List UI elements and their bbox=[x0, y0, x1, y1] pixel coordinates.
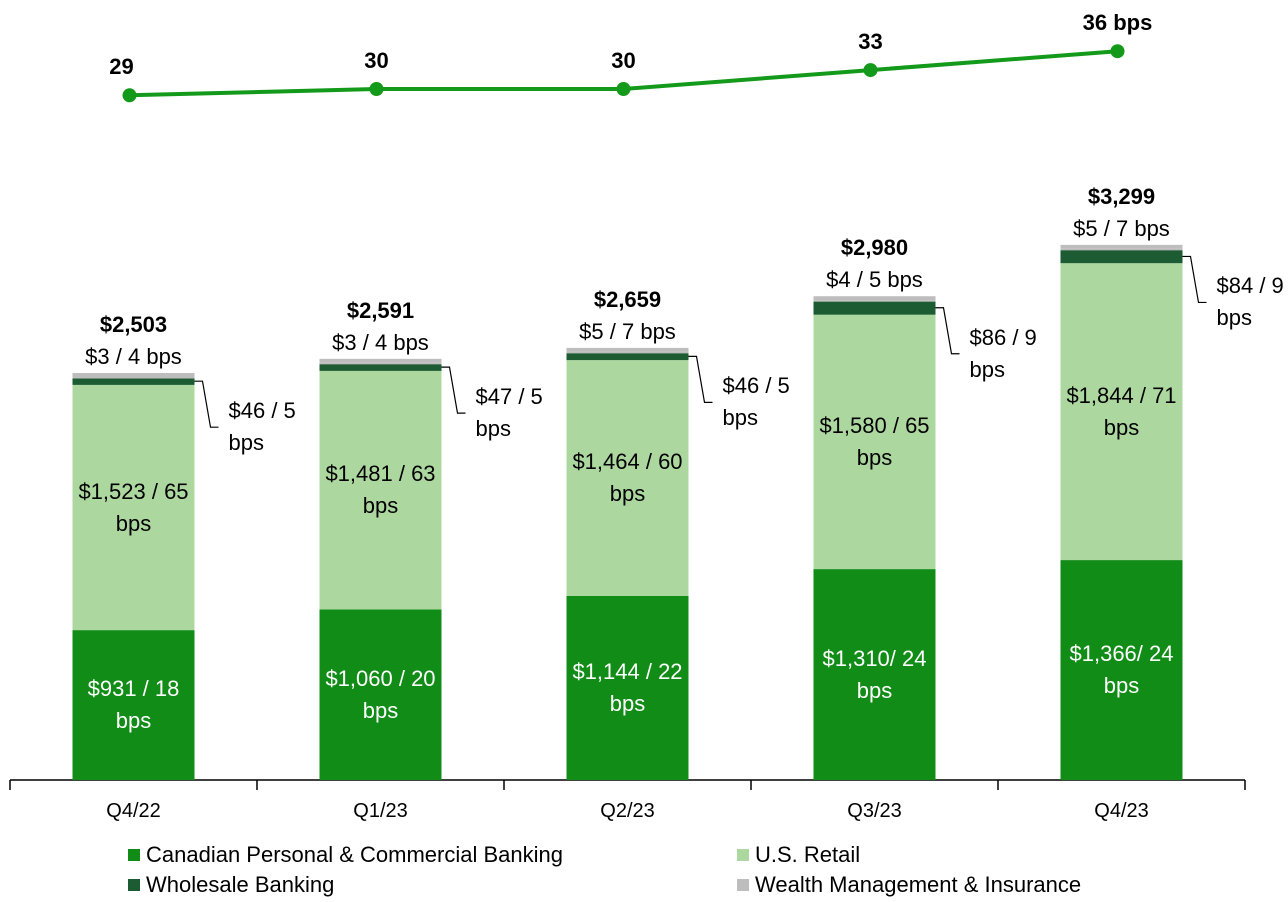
legend-item: U.S. Retail bbox=[737, 842, 860, 868]
leader-line bbox=[194, 380, 219, 428]
bar-segment bbox=[72, 377, 195, 385]
data-label: $84 / 9 bps bbox=[1216, 273, 1284, 331]
data-label: $4 / 5 bps bbox=[826, 267, 923, 293]
data-label: $46 / 5 bps bbox=[228, 398, 296, 456]
leader-line bbox=[935, 307, 960, 355]
bar-segment bbox=[813, 300, 936, 315]
data-label: $46 / 5 bps bbox=[722, 373, 790, 431]
data-label: $3 / 4 bps bbox=[85, 344, 182, 370]
legend-label: Wealth Management & Insurance bbox=[755, 872, 1082, 897]
line-point bbox=[122, 88, 137, 103]
data-label: $1,366/ 24 bps bbox=[1069, 641, 1174, 699]
bar-segment bbox=[566, 352, 689, 361]
legend-label: Wholesale Banking bbox=[146, 872, 335, 897]
leader-line bbox=[441, 366, 466, 414]
line-point bbox=[369, 82, 384, 96]
bar-segment bbox=[72, 630, 195, 780]
line-point bbox=[863, 63, 878, 78]
data-label: $931 / 18 bps bbox=[87, 676, 180, 734]
legend-swatch bbox=[128, 879, 140, 891]
bar-segment bbox=[813, 569, 936, 780]
legend-item: Canadian Personal & Commercial Banking bbox=[128, 842, 563, 868]
line-label: 33 bbox=[858, 29, 883, 55]
bar-segment bbox=[1060, 248, 1183, 251]
total-label: $2,980 bbox=[840, 235, 909, 261]
legend-label: U.S. Retail bbox=[755, 842, 861, 867]
line-label: 30 bbox=[364, 48, 389, 73]
data-label: $47 / 5 bps bbox=[475, 384, 543, 442]
line-label: 30 bbox=[611, 48, 636, 73]
x-tick-label: Q3/23 bbox=[847, 800, 902, 822]
data-label: $1,523 / 65 bps bbox=[78, 478, 189, 536]
legend-label: Canadian Personal & Commercial Banking bbox=[146, 842, 563, 867]
total-label: $2,659 bbox=[593, 286, 662, 312]
bar-segment bbox=[319, 370, 442, 610]
line-label: 29 bbox=[109, 54, 134, 80]
data-label: $1,481 / 63 bps bbox=[325, 461, 436, 519]
bar-segment bbox=[72, 384, 195, 631]
bar-segment bbox=[319, 609, 442, 780]
data-label: $1,060 / 20 bps bbox=[325, 665, 436, 723]
line-point bbox=[1110, 44, 1125, 59]
legend-swatch bbox=[128, 849, 140, 861]
bar-segment bbox=[813, 314, 936, 570]
line-label: 36 bps bbox=[1082, 10, 1153, 36]
x-tick-label: Q4/22 bbox=[106, 800, 161, 822]
total-label: $2,591 bbox=[346, 297, 415, 323]
bar-segment bbox=[319, 362, 442, 365]
data-label: $5 / 7 bps bbox=[579, 318, 676, 344]
total-label: $2,503 bbox=[99, 312, 168, 338]
bar-segment bbox=[1060, 263, 1183, 561]
bar-segment-cap bbox=[813, 296, 936, 301]
legend-item: Wholesale Banking bbox=[128, 872, 334, 898]
data-label: $1,310/ 24 bps bbox=[822, 645, 927, 703]
bar-segment-cap bbox=[566, 347, 689, 352]
legend-swatch bbox=[737, 849, 749, 861]
data-label: $3 / 4 bps bbox=[332, 329, 429, 355]
legend-swatch bbox=[737, 879, 749, 891]
bar-segment bbox=[319, 363, 442, 371]
data-label: $86 / 9 bps bbox=[969, 324, 1037, 382]
data-label: $1,844 / 71 bps bbox=[1066, 382, 1177, 440]
bar-segment-cap bbox=[72, 373, 195, 378]
bar-segment bbox=[566, 360, 689, 596]
bar-segment bbox=[72, 377, 195, 379]
total-label: $3,299 bbox=[1087, 183, 1156, 209]
leader-line bbox=[688, 355, 713, 404]
bar-segment bbox=[1060, 560, 1183, 780]
x-tick-label: Q1/23 bbox=[353, 800, 408, 822]
bar-segment bbox=[813, 300, 936, 302]
bar-segment bbox=[1060, 249, 1183, 264]
data-label: $1,580 / 65 bps bbox=[819, 412, 930, 470]
bar-segment-cap bbox=[1060, 244, 1183, 249]
bar-segment-cap bbox=[319, 358, 442, 363]
data-label: $1,144 / 22 bps bbox=[572, 658, 683, 716]
x-tick-label: Q2/23 bbox=[600, 800, 655, 822]
leader-line bbox=[1182, 255, 1207, 304]
data-label: $1,464 / 60 bps bbox=[572, 448, 683, 506]
line-point bbox=[616, 82, 631, 96]
bar-segment bbox=[566, 595, 689, 780]
data-label: $5 / 7 bps bbox=[1073, 215, 1170, 241]
bar-segment bbox=[566, 351, 689, 354]
legend-item: Wealth Management & Insurance bbox=[737, 872, 1081, 898]
x-tick-label: Q4/23 bbox=[1094, 800, 1149, 822]
